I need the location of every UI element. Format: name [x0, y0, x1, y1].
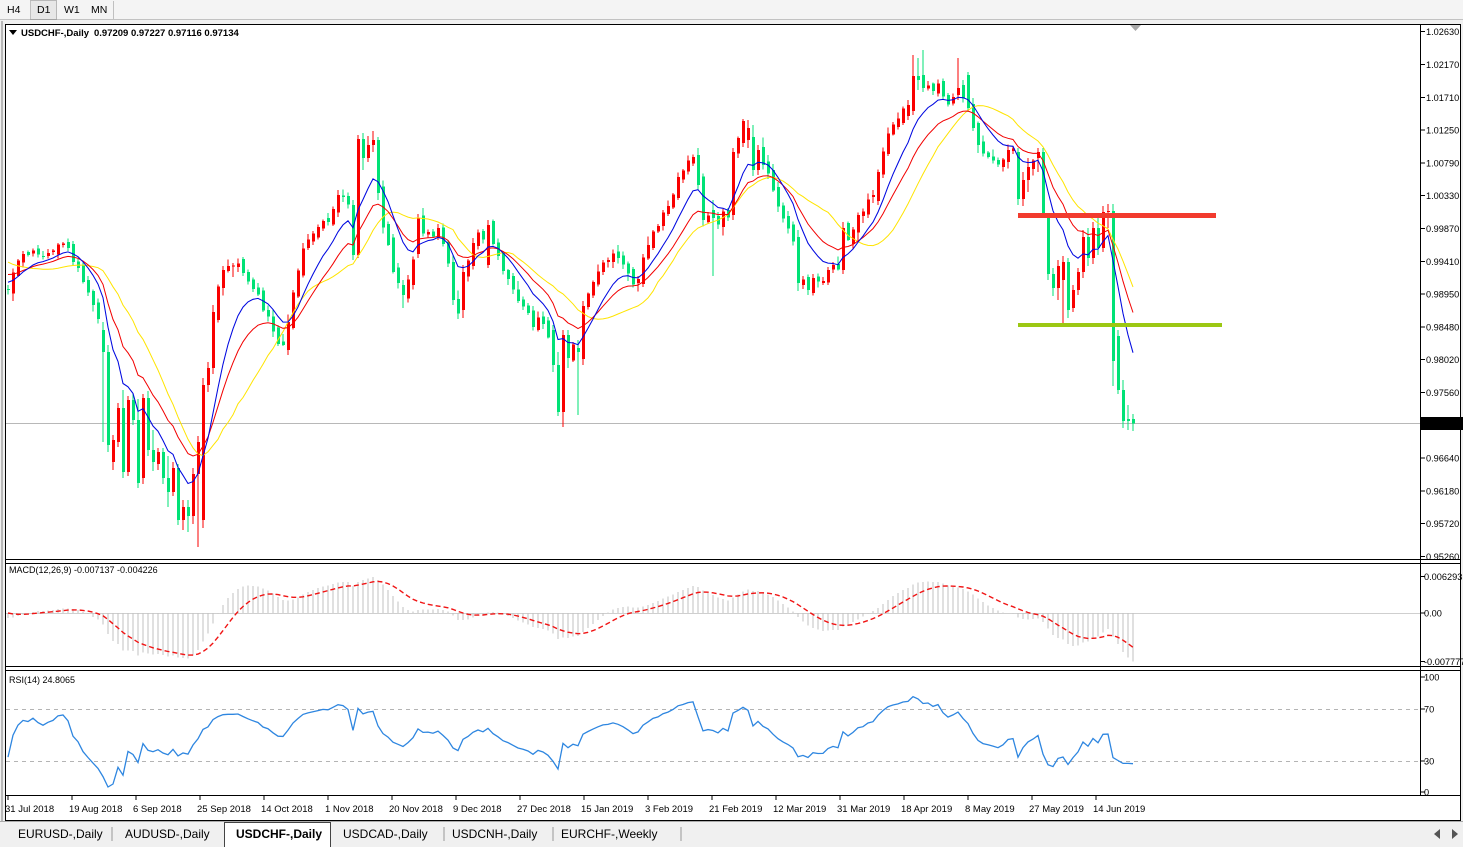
svg-text:MN: MN [91, 4, 107, 16]
svg-text:USDCNH-,Daily: USDCNH-,Daily [452, 827, 537, 841]
svg-text:RSI(14) 24.8065: RSI(14) 24.8065 [9, 675, 75, 685]
svg-text:1.00330: 1.00330 [1426, 191, 1459, 201]
svg-text:19 Aug 2018: 19 Aug 2018 [69, 804, 122, 815]
svg-text:0.99870: 0.99870 [1426, 224, 1459, 234]
svg-text:D1: D1 [37, 4, 51, 16]
svg-text:30: 30 [1424, 757, 1434, 767]
svg-text:0.97209 0.97227 0.97116 0.9713: 0.97209 0.97227 0.97116 0.97134 [94, 28, 239, 39]
svg-text:70: 70 [1424, 705, 1434, 715]
svg-text:W1: W1 [64, 4, 80, 16]
svg-text:27 May 2019: 27 May 2019 [1029, 804, 1084, 815]
svg-text:21 Feb 2019: 21 Feb 2019 [709, 804, 762, 815]
svg-text:1.02170: 1.02170 [1426, 60, 1459, 70]
svg-text:8 May 2019: 8 May 2019 [965, 804, 1015, 815]
svg-text:1.01710: 1.01710 [1426, 93, 1459, 103]
svg-text:14 Oct 2018: 14 Oct 2018 [261, 804, 313, 815]
svg-text:6 Sep 2018: 6 Sep 2018 [133, 804, 182, 815]
svg-text:100: 100 [1424, 673, 1439, 683]
svg-text:27 Dec 2018: 27 Dec 2018 [517, 804, 571, 815]
svg-text:0: 0 [1424, 788, 1429, 798]
svg-text:1.01250: 1.01250 [1426, 126, 1459, 136]
svg-text:0.95260: 0.95260 [1426, 552, 1459, 562]
svg-text:20 Nov 2018: 20 Nov 2018 [389, 804, 443, 815]
svg-text:0.98480: 0.98480 [1426, 322, 1459, 332]
svg-text:USDCHF-,Daily: USDCHF-,Daily [21, 28, 90, 39]
svg-text:31 Mar 2019: 31 Mar 2019 [837, 804, 890, 815]
svg-text:0.00: 0.00 [1424, 609, 1442, 619]
svg-text:MACD(12,26,9) -0.007137 -0.004: MACD(12,26,9) -0.007137 -0.004226 [9, 565, 158, 575]
svg-text:H4: H4 [7, 4, 21, 16]
svg-text:1.00790: 1.00790 [1426, 158, 1459, 168]
svg-text:1 Nov 2018: 1 Nov 2018 [325, 804, 374, 815]
svg-text:-0.0077777: -0.0077777 [1424, 657, 1463, 667]
svg-text:USDCAD-,Daily: USDCAD-,Daily [343, 827, 428, 841]
svg-text:0.96180: 0.96180 [1426, 486, 1459, 496]
svg-text:EURUSD-,Daily: EURUSD-,Daily [18, 827, 103, 841]
svg-text:0.96640: 0.96640 [1426, 454, 1459, 464]
svg-text:18 Apr 2019: 18 Apr 2019 [901, 804, 952, 815]
svg-text:0.95720: 0.95720 [1426, 519, 1459, 529]
svg-text:3 Feb 2019: 3 Feb 2019 [645, 804, 693, 815]
svg-text:14 Jun 2019: 14 Jun 2019 [1093, 804, 1145, 815]
svg-text:12 Mar 2019: 12 Mar 2019 [773, 804, 826, 815]
svg-text:25 Sep 2018: 25 Sep 2018 [197, 804, 251, 815]
svg-text:0.99410: 0.99410 [1426, 257, 1459, 267]
svg-text:15 Jan 2019: 15 Jan 2019 [581, 804, 633, 815]
svg-text:0.98950: 0.98950 [1426, 290, 1459, 300]
svg-text:0.97560: 0.97560 [1426, 388, 1459, 398]
svg-text:USDCHF-,Daily: USDCHF-,Daily [236, 827, 322, 841]
svg-text:0.98020: 0.98020 [1426, 355, 1459, 365]
svg-text:1.02630: 1.02630 [1426, 27, 1459, 37]
svg-text:0.006293: 0.006293 [1424, 572, 1462, 582]
svg-text:0.97134: 0.97134 [1426, 419, 1460, 430]
svg-text:AUDUSD-,Daily: AUDUSD-,Daily [125, 827, 210, 841]
svg-text:EURCHF-,Weekly: EURCHF-,Weekly [561, 827, 657, 841]
svg-text:9 Dec 2018: 9 Dec 2018 [453, 804, 502, 815]
svg-text:31 Jul 2018: 31 Jul 2018 [5, 804, 54, 815]
